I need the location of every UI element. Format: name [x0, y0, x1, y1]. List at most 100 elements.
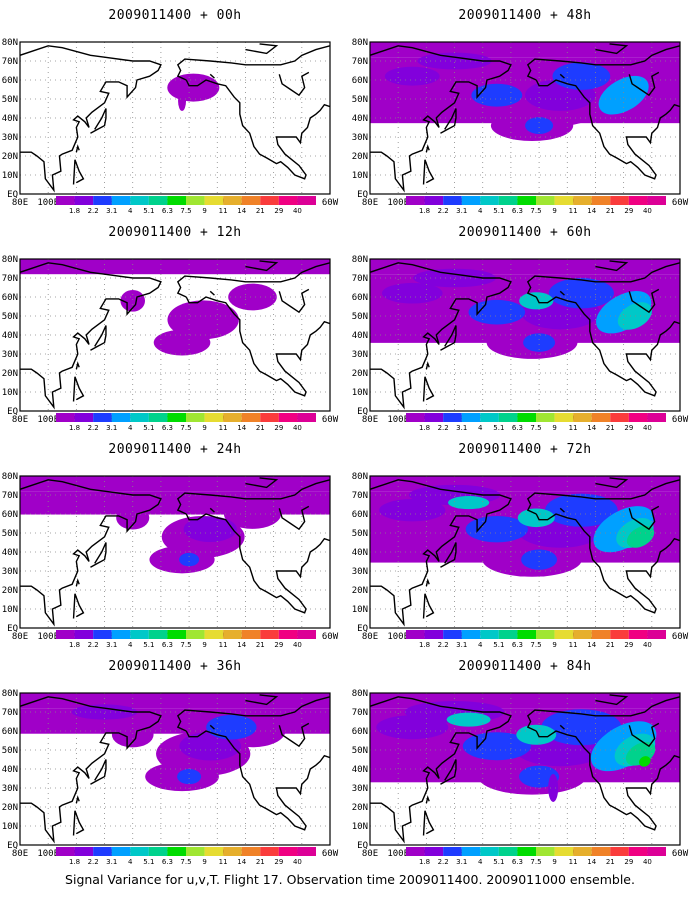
- colorbar-label: 7.5: [180, 207, 191, 215]
- lat-label: 80N: [2, 689, 18, 699]
- colorbar-label: 14: [587, 641, 596, 649]
- colorbar: 1.8 2.2 3.1 4 5.1 6.3 7.5 9 11 14 21 29 40: [406, 847, 666, 866]
- lat-label: 40N: [2, 548, 18, 558]
- colorbar-label: 3.1: [106, 858, 117, 866]
- lon-label: 60W: [672, 198, 689, 208]
- colorbar-label: 2.2: [438, 424, 449, 432]
- signal-shading: [462, 732, 531, 761]
- colorbar-label: 40: [643, 858, 652, 866]
- variance-map: 80N70N60N50N40N30N20N10NEQ80E100E120E140…: [2, 472, 339, 649]
- forecast-panel: 2009011400 + 00h 80N 70N 60N 50N 40N 30N 20N 10N…: [0, 0, 350, 215]
- grid-lines: [370, 42, 680, 194]
- lat-label: 50N: [352, 746, 368, 756]
- forecast-panel: 2009011400 + 36h 80N 70N 60N 50N 40N 30N 20N 10N…: [0, 651, 350, 866]
- colorbar-swatch: [406, 413, 425, 422]
- lat-label: 10N: [352, 388, 368, 398]
- colorbar-label: 4: [128, 424, 133, 432]
- colorbar-swatch: [260, 196, 279, 205]
- grid-lines: [20, 259, 330, 411]
- variance-field: [370, 42, 680, 142]
- colorbar-label: 3.1: [106, 207, 117, 215]
- colorbar-label: 9: [202, 858, 206, 866]
- lat-label: EQ: [7, 190, 18, 200]
- colorbar-swatch: [573, 196, 592, 205]
- lon-label: 80E: [362, 849, 378, 859]
- colorbar: 1.8 2.2 3.1 4 5.1 6.3 7.5 9 11 14 21 29 40: [406, 413, 666, 432]
- colorbar-swatch: [573, 630, 592, 639]
- colorbar-label: 9: [552, 858, 556, 866]
- colorbar-label: 11: [569, 424, 578, 432]
- lat-label: EQ: [7, 624, 18, 634]
- colorbar-swatch: [186, 413, 205, 422]
- signal-shading: [548, 278, 614, 309]
- lat-label: EQ: [357, 624, 368, 634]
- colorbar-label: 7.5: [530, 858, 541, 866]
- lat-label: 20N: [2, 803, 18, 813]
- colorbar-label: 11: [219, 207, 228, 215]
- lat-label: EQ: [357, 190, 368, 200]
- colorbar-label: 3.1: [456, 641, 467, 649]
- colorbar-swatch: [536, 630, 555, 639]
- colorbar-swatch: [278, 413, 298, 422]
- colorbar-swatch: [628, 196, 648, 205]
- signal-shading: [178, 90, 187, 111]
- colorbar-label: 40: [643, 207, 652, 215]
- variance-field: [20, 693, 330, 792]
- variance-map: 80N70N60N50N40N30N20N10NEQ80E100E120E140…: [352, 472, 689, 649]
- lon-label: 80E: [12, 632, 28, 642]
- variance-map: 80N70N60N50N40N30N20N10NEQ80E100E120E140…: [352, 38, 689, 215]
- lat-label: 40N: [352, 331, 368, 341]
- lat-label: 80N: [352, 689, 368, 699]
- colorbar-label: 29: [624, 207, 633, 215]
- colorbar: 1.8 2.2 3.1 4 5.1 6.3 7.5 9 11 14 21 29 40: [56, 196, 316, 215]
- colorbar-swatch: [130, 630, 149, 639]
- colorbar-label: 5.1: [493, 207, 504, 215]
- colorbar-label: 3.1: [456, 858, 467, 866]
- colorbar-label: 29: [624, 858, 633, 866]
- colorbar-swatch: [278, 847, 298, 856]
- coastlines: [370, 43, 680, 193]
- colorbar-label: 1.8: [69, 858, 80, 866]
- lat-label: 30N: [2, 567, 18, 577]
- signal-shading: [516, 724, 557, 745]
- lat-label: 30N: [352, 133, 368, 143]
- lat-label: 30N: [352, 350, 368, 360]
- lat-label: 10N: [2, 822, 18, 832]
- variance-map: 80N70N60N50N40N30N20N10NEQ80E100E120E140…: [2, 689, 339, 866]
- variance-map: 80N70N60N50N40N30N20N10NEQ80E100E120E140…: [2, 38, 339, 215]
- colorbar-label: 2.2: [438, 858, 449, 866]
- lat-label: 30N: [2, 133, 18, 143]
- colorbar-swatch: [56, 630, 75, 639]
- colorbar-label: 4: [478, 207, 483, 215]
- colorbar-swatch: [260, 847, 279, 856]
- signal-shading: [381, 282, 443, 304]
- lon-label: 100E: [387, 849, 409, 859]
- colorbar-swatch: [297, 196, 316, 205]
- colorbar-label: 29: [274, 207, 283, 215]
- colorbar-swatch: [554, 630, 574, 639]
- colorbar-swatch: [130, 413, 149, 422]
- colorbar-swatch: [111, 630, 131, 639]
- forecast-panel: 2009011400 + 12h 80N 70N 60N 50N 40N 30N 20N 10N…: [0, 217, 350, 432]
- signal-shading: [177, 769, 202, 785]
- lat-label: 20N: [2, 586, 18, 596]
- colorbar-swatch: [591, 630, 611, 639]
- grid-lines: [370, 259, 680, 411]
- lat-label: 80N: [352, 472, 368, 482]
- colorbar-swatch: [278, 630, 298, 639]
- colorbar-label: 6.3: [162, 641, 173, 649]
- colorbar-swatch: [424, 196, 444, 205]
- panel-title: 2009011400 + 12h: [108, 225, 242, 240]
- colorbar-label: 4: [128, 641, 133, 649]
- lon-label: 80E: [12, 415, 28, 425]
- signal-shading: [639, 756, 651, 767]
- lat-label: 40N: [2, 331, 18, 341]
- lat-label: 10N: [2, 388, 18, 398]
- colorbar-swatch: [480, 847, 499, 856]
- colorbar-label: 29: [624, 424, 633, 432]
- colorbar-swatch: [148, 847, 168, 856]
- colorbar-swatch: [74, 630, 94, 639]
- colorbar-swatch: [647, 847, 666, 856]
- colorbar-label: 1.8: [69, 207, 80, 215]
- colorbar-label: 3.1: [106, 641, 117, 649]
